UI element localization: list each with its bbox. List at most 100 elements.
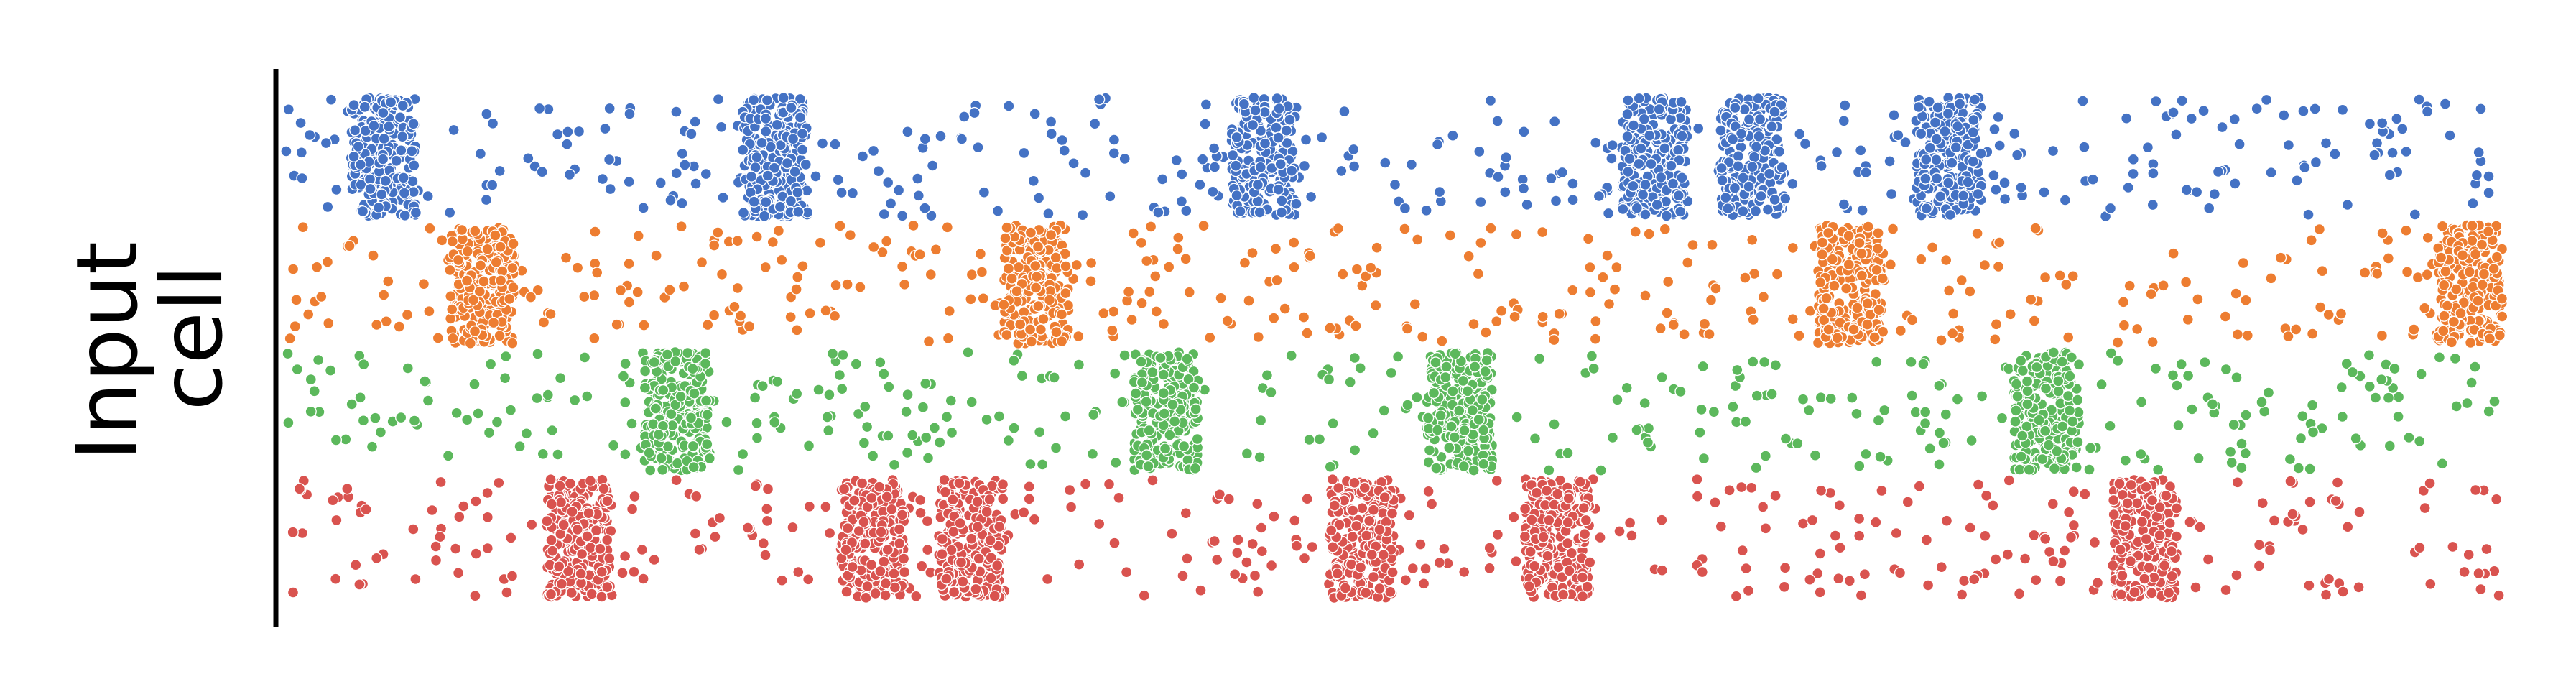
spike-dot-row-1 bbox=[708, 239, 721, 251]
burst-dot-row-2-2 bbox=[1468, 361, 1481, 373]
burst-dot-row-2-3 bbox=[2021, 398, 2034, 410]
burst-dot-row-0-1 bbox=[794, 111, 807, 124]
spike-dot-row-2 bbox=[422, 394, 435, 407]
spike-dot-row-1 bbox=[614, 284, 627, 297]
spike-dot-row-0 bbox=[846, 187, 859, 199]
spike-dot-row-0 bbox=[1208, 142, 1220, 154]
spike-dot-row-0 bbox=[1152, 206, 1164, 218]
spike-dot-row-3 bbox=[1491, 474, 1504, 487]
burst-dot-row-2-2 bbox=[1423, 444, 1436, 456]
burst-dot-row-0-5 bbox=[1920, 153, 1932, 166]
spike-dot-row-3 bbox=[1180, 507, 1192, 520]
burst-dot-row-0-5 bbox=[1914, 127, 1927, 140]
spike-dot-row-3 bbox=[1419, 563, 1432, 575]
burst-dot-row-2-2 bbox=[1427, 387, 1440, 400]
spike-dot-row-1 bbox=[1136, 297, 1148, 309]
spike-dot-row-1 bbox=[578, 290, 590, 303]
spike-dot-row-3 bbox=[1853, 530, 1866, 542]
spike-dot-row-3 bbox=[1901, 496, 1914, 508]
spike-dot-row-1 bbox=[1659, 223, 1672, 235]
spike-dot-row-3 bbox=[802, 573, 815, 586]
spike-dot-row-3 bbox=[921, 543, 934, 556]
burst-dot-row-3-0 bbox=[601, 495, 613, 507]
spike-dot-row-2 bbox=[1411, 391, 1423, 404]
burst-dot-row-1-0 bbox=[494, 274, 507, 287]
spike-dot-row-3 bbox=[458, 500, 470, 512]
burst-dot-row-1-1 bbox=[1043, 294, 1056, 306]
spike-dot-row-1 bbox=[1204, 331, 1216, 343]
burst-dot-row-0-2 bbox=[1246, 119, 1259, 131]
spike-dot-row-2 bbox=[1348, 351, 1361, 364]
spike-dot-row-2 bbox=[1118, 349, 1131, 361]
burst-dot-row-1-3 bbox=[2493, 329, 2506, 341]
spike-dot-row-1 bbox=[1107, 305, 1120, 318]
spike-dot-row-3 bbox=[469, 590, 481, 602]
burst-dot-row-0-2 bbox=[1285, 165, 1298, 177]
y-axis-label-line-2: cell bbox=[142, 264, 241, 410]
spike-dot-row-3 bbox=[1804, 573, 1816, 586]
burst-dot-row-3-0 bbox=[603, 552, 616, 565]
spike-dot-row-2 bbox=[1802, 404, 1815, 417]
spike-dot-row-2 bbox=[1779, 433, 1792, 445]
spike-dot-row-2 bbox=[2483, 405, 2495, 417]
spike-dot-row-2 bbox=[1285, 349, 1297, 361]
burst-dot-row-1-2 bbox=[1871, 242, 1884, 255]
spike-dot-row-3 bbox=[1623, 517, 1636, 529]
spike-dot-row-2 bbox=[366, 440, 379, 453]
burst-dot-row-2-2 bbox=[1457, 374, 1470, 387]
spike-dot-row-0 bbox=[1088, 117, 1101, 130]
spike-dot-row-1 bbox=[1955, 274, 1968, 287]
spike-dot-row-3 bbox=[1979, 530, 1991, 542]
spike-dot-row-2 bbox=[922, 452, 935, 464]
burst-dot-row-2-2 bbox=[1477, 458, 1490, 470]
y-axis-label-line-1: Input bbox=[57, 241, 157, 461]
spike-dot-row-2 bbox=[499, 372, 511, 384]
spike-dot-row-0 bbox=[637, 202, 649, 214]
spike-dot-row-1 bbox=[1698, 318, 1711, 330]
spike-dot-row-2 bbox=[751, 417, 763, 429]
spike-dot-row-0 bbox=[676, 147, 688, 160]
spike-dot-row-2 bbox=[2382, 392, 2395, 404]
spike-dot-row-2 bbox=[1708, 406, 1720, 418]
spike-dot-row-3 bbox=[1023, 493, 1035, 505]
spike-dot-row-2 bbox=[883, 381, 895, 393]
spike-dot-row-1 bbox=[1495, 305, 1508, 317]
burst-dot-row-1-2 bbox=[1820, 292, 1833, 305]
spike-dot-row-3 bbox=[670, 474, 682, 486]
spike-dot-row-0 bbox=[2120, 112, 2133, 124]
spike-dot-row-0 bbox=[474, 147, 487, 160]
spike-dot-row-3 bbox=[1403, 509, 1416, 522]
spike-dot-row-2 bbox=[919, 431, 932, 444]
spike-dot-row-3 bbox=[481, 542, 494, 555]
burst-dot-row-0-3 bbox=[1638, 113, 1651, 126]
burst-dot-row-0-3 bbox=[1672, 190, 1685, 202]
burst-dot-row-0-2 bbox=[1273, 102, 1285, 115]
spike-dot-row-1 bbox=[432, 332, 444, 344]
spike-dot-row-3 bbox=[2475, 583, 2487, 596]
spike-dot-row-1 bbox=[1915, 253, 1927, 265]
spike-dot-row-3 bbox=[1072, 558, 1085, 571]
burst-dot-row-0-0 bbox=[356, 205, 369, 218]
burst-dot-row-1-1 bbox=[1029, 282, 1042, 294]
spike-dot-row-3 bbox=[1093, 517, 1106, 530]
spike-dot-row-0 bbox=[1208, 161, 1221, 173]
burst-dot-row-2-2 bbox=[1443, 442, 1455, 454]
spike-dot-row-0 bbox=[623, 175, 635, 188]
burst-dot-row-1-1 bbox=[1050, 326, 1062, 338]
spike-dot-row-2 bbox=[1401, 399, 1414, 411]
spike-dot-row-1 bbox=[1416, 331, 1429, 343]
burst-dot-row-0-5 bbox=[1929, 116, 1942, 129]
spike-dot-row-0 bbox=[562, 126, 574, 138]
spike-dot-row-1 bbox=[1536, 226, 1549, 239]
burst-dot-row-0-1 bbox=[751, 151, 763, 164]
burst-dot-row-2-2 bbox=[1453, 405, 1465, 417]
spike-dot-row-1 bbox=[2237, 257, 2250, 269]
spike-dot-row-2 bbox=[917, 401, 930, 413]
spike-dot-row-3 bbox=[1987, 499, 1999, 512]
spike-dot-row-0 bbox=[280, 145, 292, 157]
spike-dot-row-3 bbox=[1876, 484, 1888, 497]
burst-dot-row-1-2 bbox=[1873, 304, 1885, 316]
spike-dot-row-1 bbox=[1584, 261, 1596, 274]
burst-dot-row-1-3 bbox=[2464, 336, 2477, 349]
